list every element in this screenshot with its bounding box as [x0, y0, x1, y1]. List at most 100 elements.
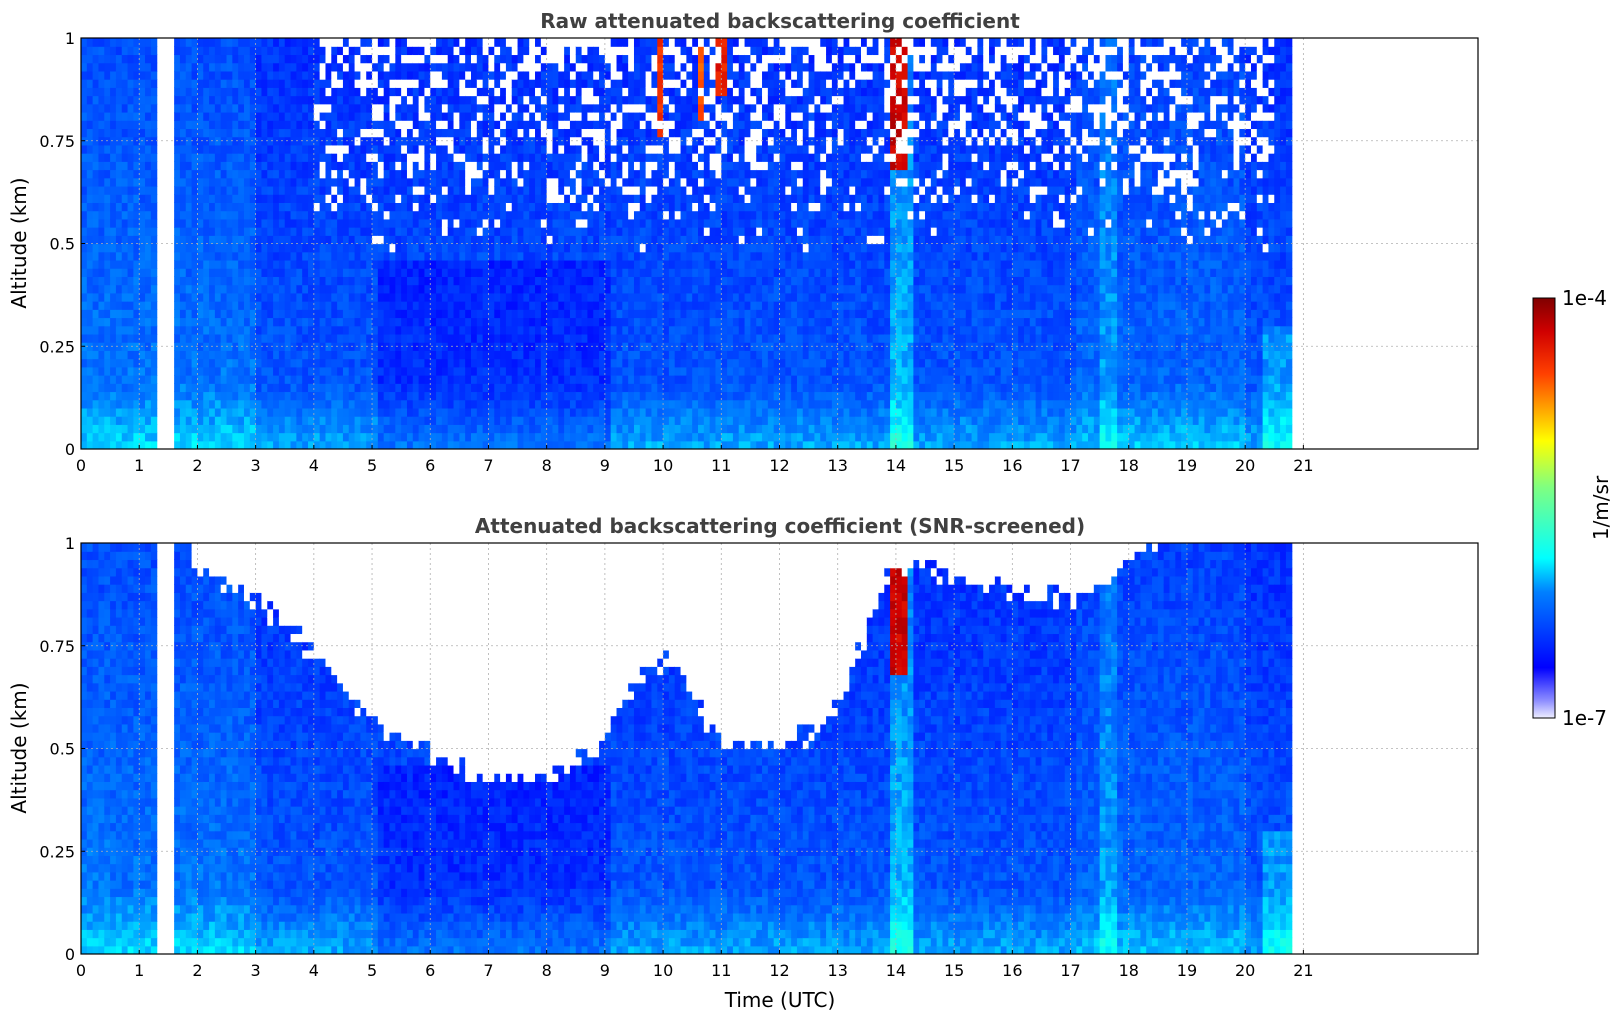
heatmap-cell [145, 185, 152, 195]
heatmap-cell [220, 391, 228, 401]
heatmap-cell [569, 251, 577, 261]
heatmap-cell [308, 46, 315, 56]
heatmap-cell [121, 301, 129, 310]
heatmap-cell [86, 243, 94, 253]
heatmap-cell [569, 70, 577, 80]
heatmap-cell [558, 432, 565, 442]
heatmap-cell [255, 424, 263, 434]
heatmap-cell [185, 185, 193, 195]
heatmap-cell [505, 301, 513, 310]
heatmap-cell [249, 366, 257, 376]
heatmap-cell [540, 62, 548, 72]
heatmap-cell [564, 259, 571, 269]
heatmap-cell [354, 416, 361, 425]
heatmap-cell [354, 46, 361, 56]
heatmap-cell [226, 333, 233, 343]
heatmap-cell [197, 399, 204, 409]
heatmap-cell [372, 342, 379, 351]
heatmap-cell [104, 103, 111, 113]
heatmap-cell [121, 342, 129, 351]
heatmap-cell [174, 268, 181, 277]
heatmap-cell [261, 407, 268, 417]
heatmap-cell [517, 111, 524, 121]
heatmap-cell [535, 153, 542, 162]
heatmap-cell [139, 350, 146, 360]
heatmap-cell [174, 103, 181, 113]
heatmap-cell [226, 292, 233, 302]
heatmap-cell [127, 391, 134, 401]
heatmap-cell [535, 177, 542, 187]
heatmap-cell [133, 309, 140, 319]
heatmap-cell [476, 259, 484, 269]
heatmap-cell [668, 177, 676, 187]
heatmap-cell [92, 38, 100, 47]
heatmap-cell [261, 202, 268, 212]
heatmap-cell [517, 276, 524, 286]
heatmap-cell [622, 325, 629, 335]
heatmap-cell [453, 128, 460, 138]
heatmap-cell [308, 235, 315, 245]
heatmap-cell [139, 235, 146, 245]
heatmap-cell [290, 227, 297, 236]
heatmap-cell [331, 103, 338, 113]
heatmap-cell [465, 128, 472, 138]
heatmap-cell [331, 424, 338, 434]
heatmap-cell [430, 218, 437, 228]
heatmap-cell [98, 120, 105, 130]
heatmap-cell [546, 301, 554, 310]
heatmap-cell [214, 309, 222, 319]
heatmap-cell [401, 358, 408, 368]
heatmap-cell [267, 202, 274, 212]
heatmap-cell [342, 251, 350, 261]
heatmap-cell [331, 416, 338, 425]
heatmap-cell [366, 366, 373, 376]
heatmap-cell [185, 136, 193, 146]
heatmap-cell [552, 424, 559, 434]
heatmap-cell [517, 284, 524, 294]
heatmap-cell [645, 46, 653, 56]
heatmap-cell [104, 375, 111, 384]
heatmap-cell [296, 227, 303, 236]
heatmap-cell [360, 120, 367, 130]
heatmap-cell [505, 342, 513, 351]
heatmap-cell [139, 317, 146, 327]
heatmap-cell [238, 38, 245, 47]
heatmap-cell [395, 358, 402, 368]
heatmap-cell [366, 202, 373, 212]
heatmap-cell [401, 399, 408, 409]
heatmap-cell [139, 259, 146, 269]
heatmap-cell [622, 292, 629, 302]
heatmap-cell [214, 46, 222, 56]
heatmap-cell [663, 350, 670, 360]
heatmap-cell [552, 144, 559, 154]
heatmap-cell [366, 235, 373, 245]
heatmap-cell [360, 243, 367, 253]
heatmap-cell [150, 251, 158, 261]
heatmap-cell [372, 144, 379, 154]
heatmap-cell [628, 95, 635, 105]
heatmap-cell [575, 284, 583, 294]
heatmap-cell [331, 317, 338, 327]
heatmap-cell [81, 366, 88, 376]
heatmap-cell [505, 62, 513, 72]
heatmap-cell [81, 185, 88, 195]
heatmap-cell [651, 440, 658, 449]
heatmap-cell [529, 301, 536, 310]
heatmap-cell [424, 424, 431, 434]
heatmap-cell [214, 358, 222, 368]
heatmap-cell [110, 391, 117, 401]
heatmap-cell [360, 136, 367, 146]
heatmap-cell [558, 120, 565, 130]
heatmap-cell [372, 399, 379, 409]
heatmap-cell [191, 136, 199, 146]
heatmap-cell [86, 185, 94, 195]
heatmap-cell [674, 128, 682, 138]
heatmap-cell [546, 358, 554, 368]
heatmap-cell [121, 218, 129, 228]
heatmap-cell [651, 95, 658, 105]
heatmap-cell [436, 218, 443, 228]
heatmap-cell [150, 227, 158, 236]
heatmap-cell [604, 185, 612, 195]
heatmap-cell [366, 62, 373, 72]
heatmap-cell [313, 251, 321, 261]
